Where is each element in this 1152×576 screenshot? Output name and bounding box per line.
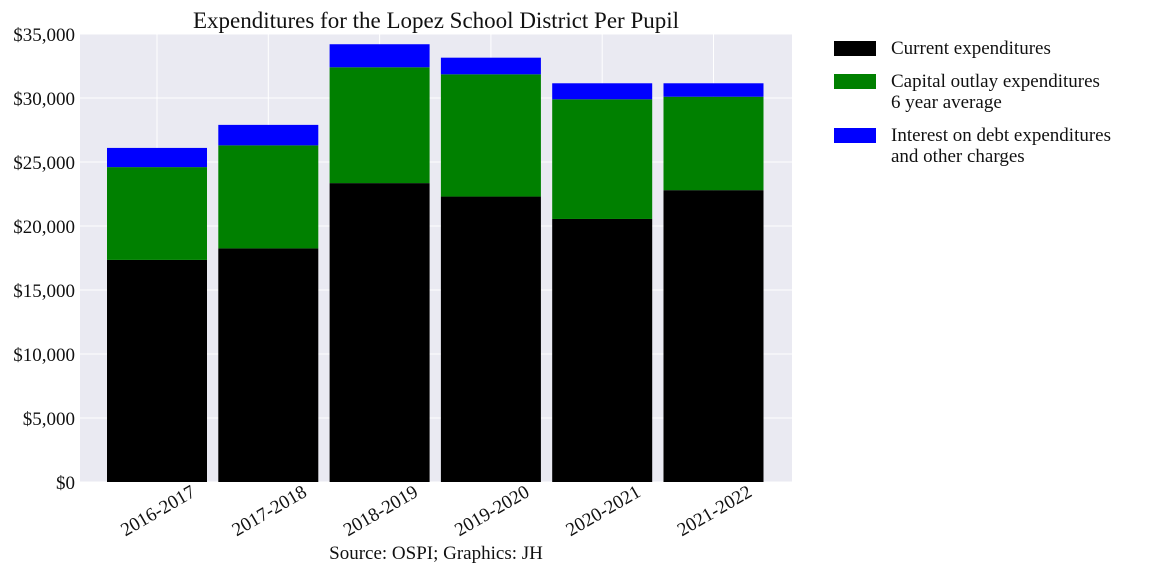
bar-segment-series-1 — [663, 190, 764, 482]
x-tick-label: 2021-2022 — [674, 482, 756, 541]
bar-segment-series-2 — [107, 167, 207, 260]
bar-segment-series-1 — [107, 259, 207, 482]
y-axis: $0 $5,000 $10,000 $15,000 $20,000 $25,000 $30,… — [13, 25, 75, 494]
y-tick-label: $25,000 — [13, 153, 75, 174]
bar-segment-series-1 — [552, 218, 653, 482]
legend-label: Interest on debt expenditures and other … — [891, 125, 1112, 167]
x-tick-label: 2017-2018 — [229, 482, 311, 541]
legend-swatch — [834, 74, 876, 89]
legend-swatch — [834, 128, 876, 143]
bar-segment-series-2 — [552, 99, 653, 219]
bar-segment-series-3 — [218, 124, 319, 146]
y-tick-label: $20,000 — [13, 217, 75, 238]
x-tick-label: 2016-2017 — [117, 482, 199, 541]
bars — [107, 44, 764, 482]
bar-segment-series-3 — [329, 44, 430, 68]
bar-segment-series-3 — [663, 83, 764, 97]
bar-segment-series-2 — [440, 74, 541, 197]
y-tick-label: $15,000 — [13, 281, 75, 302]
x-tick-label: 2020-2021 — [563, 482, 645, 541]
bar-segment-series-3 — [440, 57, 541, 75]
bar-segment-series-2 — [329, 67, 430, 184]
y-tick-label: $5,000 — [23, 409, 75, 430]
bar-segment-series-2 — [663, 96, 764, 191]
legend-swatch — [834, 41, 876, 56]
legend-item: Capital outlay expenditures 6 year avera… — [834, 71, 1144, 113]
legend: Current expenditures Capital outlay expen… — [834, 38, 1144, 179]
legend-item: Current expenditures — [834, 38, 1144, 59]
y-tick-label: $0 — [56, 473, 75, 494]
bar-segment-series-1 — [218, 248, 319, 482]
source-note: Source: OSPI; Graphics: JH — [329, 543, 543, 564]
bar-segment-series-1 — [440, 196, 541, 482]
y-tick-label: $10,000 — [13, 345, 75, 366]
bar-segment-series-3 — [552, 83, 653, 100]
x-axis: 2016-2017 2017-2018 2018-2019 2019-2020 2020… — [117, 482, 755, 541]
y-tick-label: $30,000 — [13, 89, 75, 110]
legend-label: Capital outlay expenditures 6 year avera… — [891, 71, 1100, 113]
bar-segment-series-2 — [218, 145, 319, 249]
legend-item: Interest on debt expenditures and other … — [834, 125, 1144, 167]
x-tick-label: 2018-2019 — [340, 482, 422, 541]
bar-segment-series-3 — [107, 147, 207, 168]
x-tick-label: 2019-2020 — [451, 482, 533, 541]
legend-label: Current expenditures — [891, 38, 1051, 59]
chart-title: Expenditures for the Lopez School Distri… — [193, 8, 679, 33]
y-tick-label: $35,000 — [13, 25, 75, 46]
bar-segment-series-1 — [329, 183, 430, 482]
